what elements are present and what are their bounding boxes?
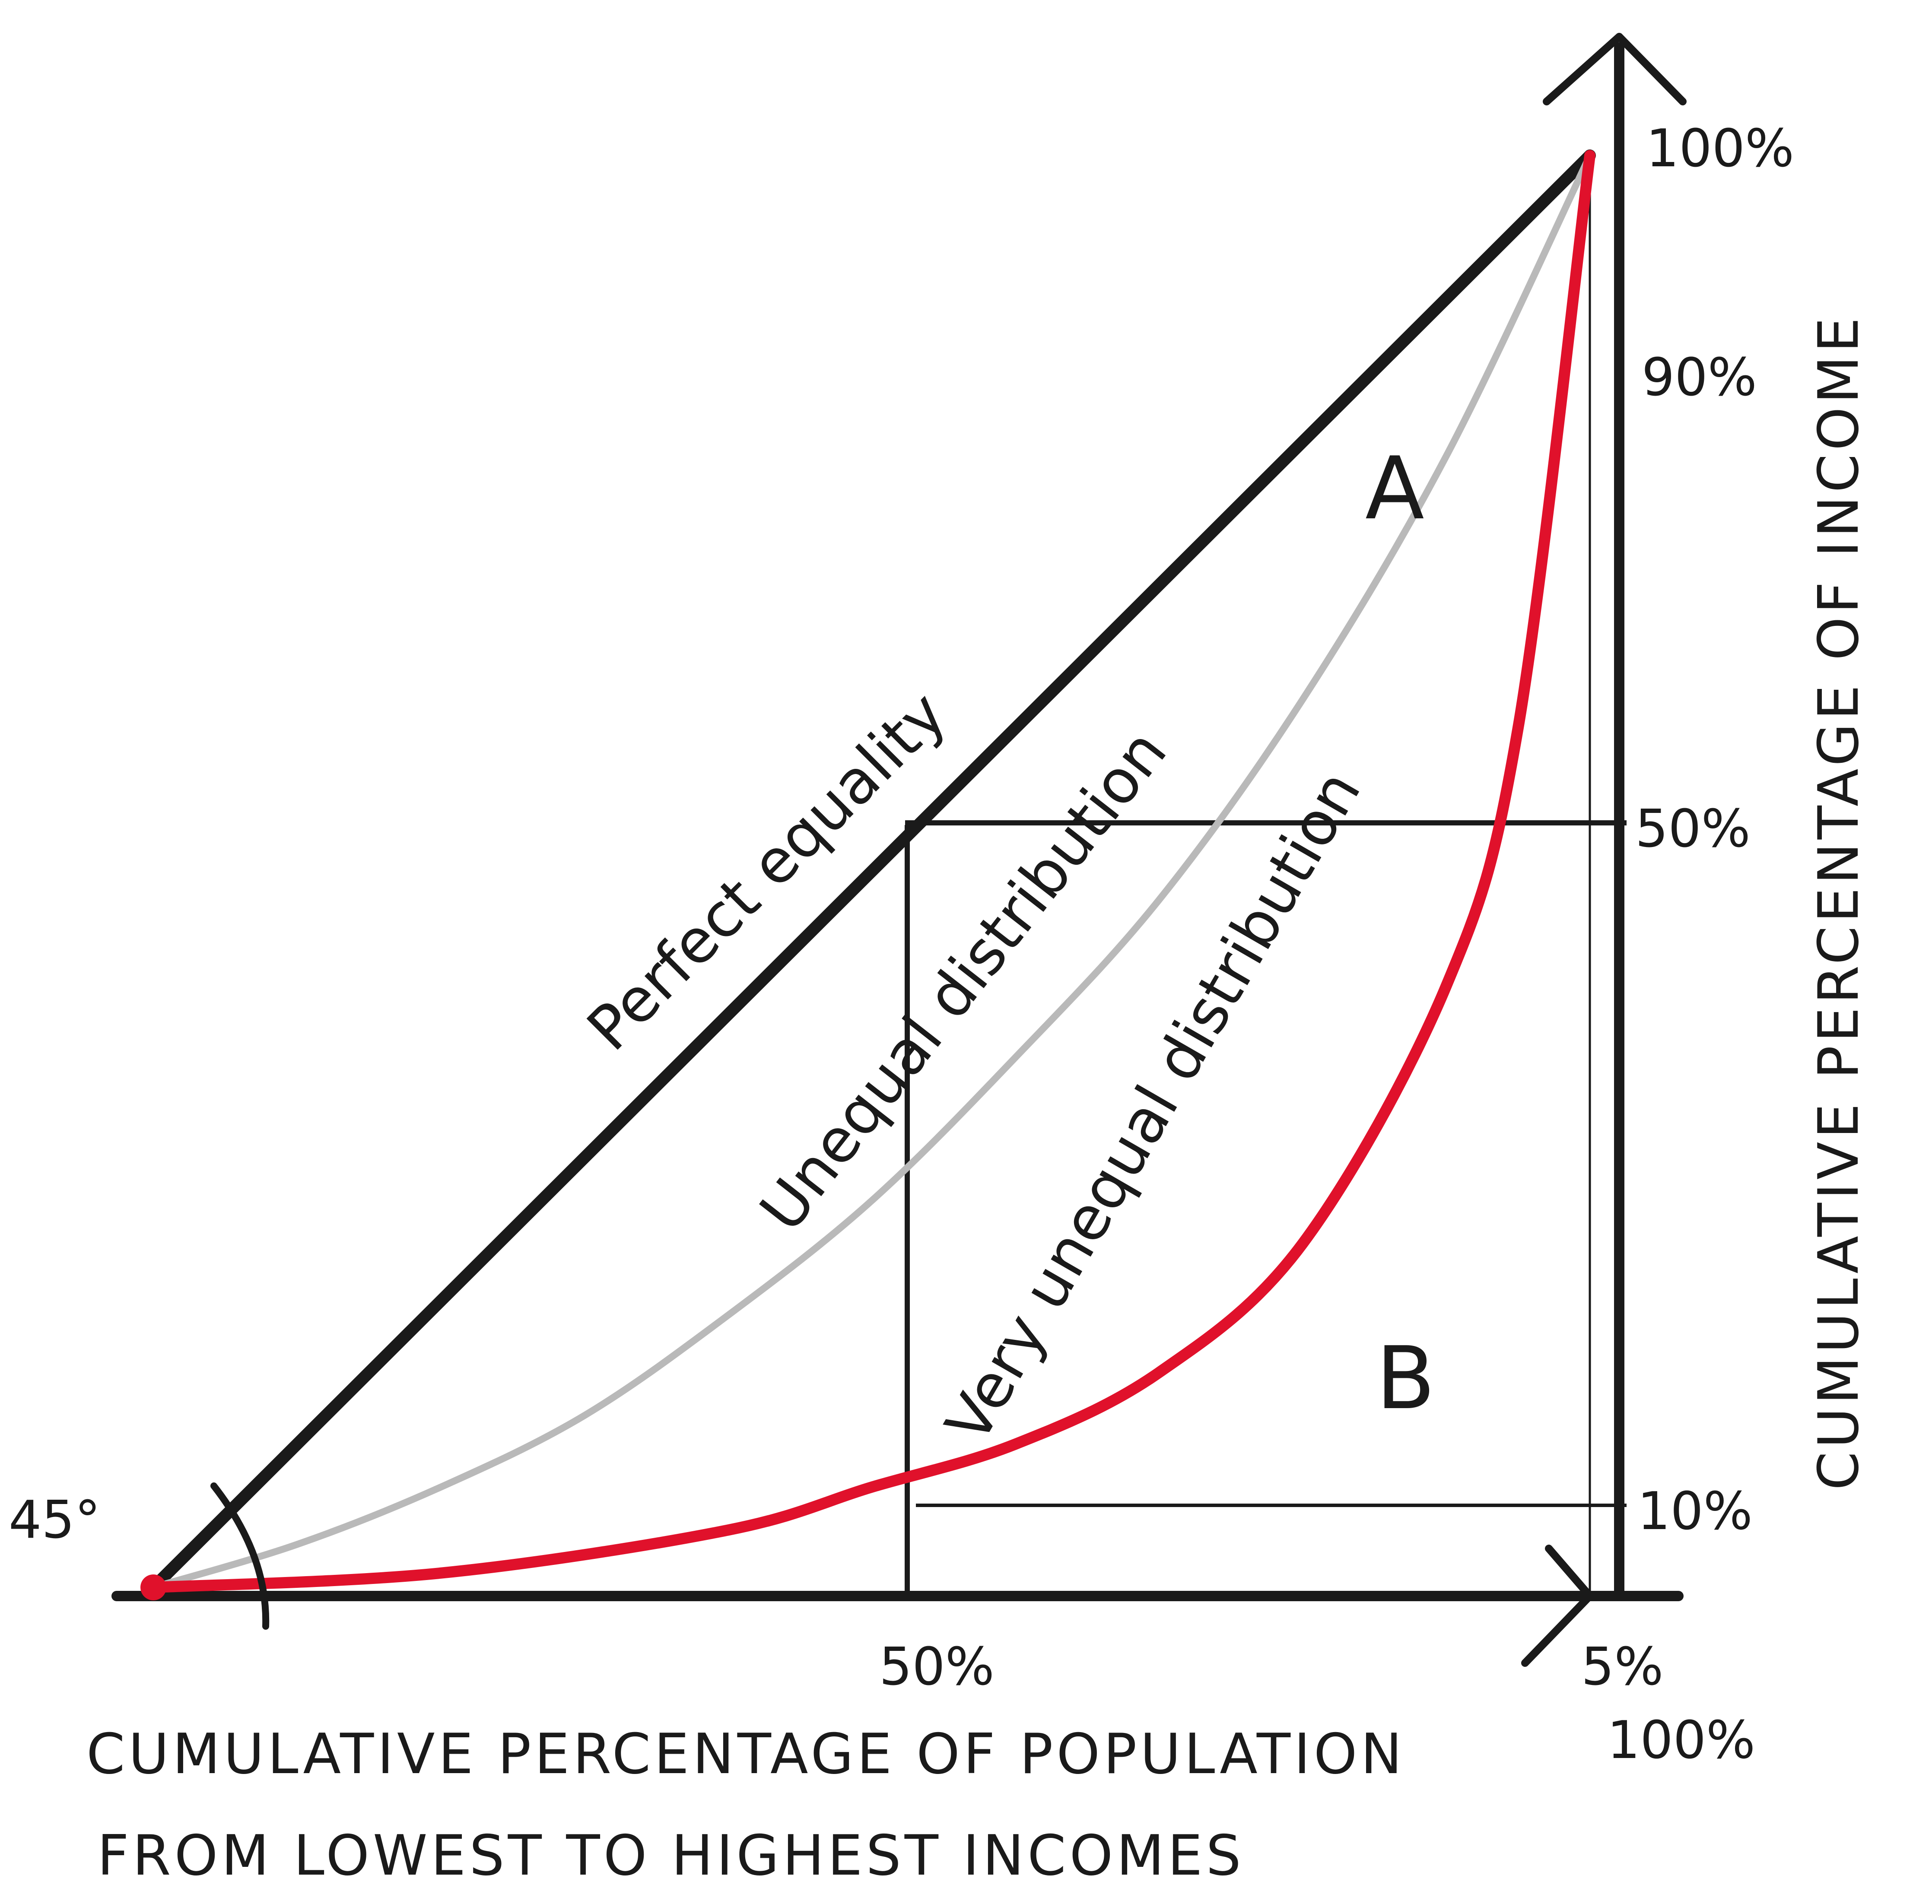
x-tick-5: 5% <box>1581 1637 1663 1697</box>
very-unequal-distribution-label: Very unequal distribution <box>932 759 1374 1454</box>
curves <box>140 149 1596 1600</box>
perfect-equality-line <box>147 149 1596 1593</box>
y-tick-100: 100% <box>1646 119 1794 179</box>
angle-label: 45° <box>9 1490 101 1550</box>
x-tick-50: 50% <box>879 1637 995 1697</box>
y-tick-50: 50% <box>1635 799 1751 859</box>
unequal-distribution-curve <box>150 152 1593 1591</box>
y-tick-10: 10% <box>1637 1482 1753 1542</box>
angle-arc <box>210 1482 270 1630</box>
region-b-label: B <box>1376 1328 1435 1429</box>
x-axis-arrow-head <box>1521 1545 1594 1667</box>
origin-dot <box>140 1574 166 1600</box>
y-tick-90: 90% <box>1642 348 1757 408</box>
y-axis-title: CUMULATIVE PERCENTAGE OF INCOME <box>1807 314 1871 1490</box>
very-unequal-distribution-curve <box>148 150 1595 1593</box>
x-tick-100: 100% <box>1607 1710 1755 1771</box>
region-a-label: A <box>1365 438 1424 539</box>
x-axis-title-line-1: CUMULATIVE PERCENTAGE OF POPULATION <box>86 1722 1405 1787</box>
y-axis-arrow-head <box>1543 33 1687 105</box>
x-axis-title-line-2: FROM LOWEST TO HIGHEST INCOMES <box>97 1824 1245 1888</box>
